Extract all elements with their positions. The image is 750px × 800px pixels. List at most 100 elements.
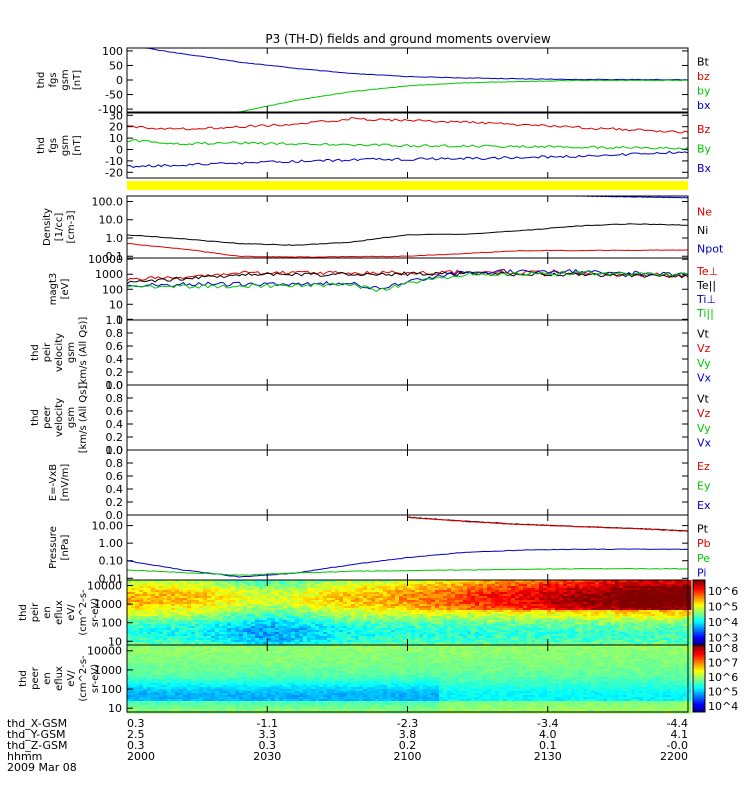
heatmap-cell xyxy=(651,636,656,639)
heatmap-cell xyxy=(159,638,164,641)
heatmap-cell xyxy=(495,592,500,595)
heatmap-cell xyxy=(383,602,388,605)
heatmap-cell xyxy=(287,606,292,609)
heatmap-cell xyxy=(215,618,220,621)
heatmap-cell xyxy=(435,630,440,633)
heatmap-cell xyxy=(479,596,484,599)
heatmap-cell xyxy=(387,622,392,625)
heatmap-cell xyxy=(635,602,640,605)
heatmap-cell xyxy=(567,586,572,589)
heatmap-cell xyxy=(187,628,192,631)
heatmap-cell xyxy=(543,604,548,607)
heatmap-cell xyxy=(131,620,136,623)
heatmap-cell xyxy=(655,594,660,597)
heatmap-cell xyxy=(131,604,136,607)
heatmap-cell xyxy=(535,600,540,603)
heatmap-cell xyxy=(687,590,692,593)
heatmap-cell xyxy=(243,622,248,625)
heatmap-cell xyxy=(435,612,440,615)
heatmap-cell xyxy=(203,588,208,591)
heatmap-cell xyxy=(327,616,332,619)
heatmap-cell xyxy=(487,620,492,623)
heatmap-cell xyxy=(575,624,580,627)
heatmap-cell xyxy=(335,622,340,625)
heatmap-cell xyxy=(175,642,180,645)
heatmap-cell xyxy=(203,614,208,617)
heatmap-cell xyxy=(615,640,620,643)
heatmap-cell xyxy=(579,630,584,633)
heatmap-cell xyxy=(275,626,280,629)
heatmap-cell xyxy=(175,596,180,599)
heatmap-cell xyxy=(427,624,432,627)
heatmap-cell xyxy=(327,588,332,591)
heatmap-cell xyxy=(487,588,492,591)
heatmap-cell xyxy=(259,610,264,613)
heatmap-cell xyxy=(471,608,476,611)
heatmap-cell xyxy=(247,624,252,627)
heatmap-cell xyxy=(611,594,616,597)
heatmap-cell xyxy=(675,634,680,637)
heatmap-cell xyxy=(403,584,408,587)
heatmap-cell xyxy=(171,626,176,629)
heatmap-cell xyxy=(139,642,144,645)
heatmap-cell xyxy=(207,624,212,627)
heatmap-cell xyxy=(359,612,364,615)
heatmap-cell xyxy=(335,636,340,639)
panel-6: thd peer velocity gsm [km/s (All Qs)] 1.00.80… xyxy=(30,379,712,457)
heatmap-cell xyxy=(395,642,400,645)
heatmap-cell xyxy=(155,622,160,625)
heatmap-cell xyxy=(167,598,172,601)
heatmap-cell xyxy=(459,638,464,641)
heatmap-cell xyxy=(683,598,688,601)
heatmap-cell xyxy=(547,640,552,643)
heatmap-cell xyxy=(375,642,380,645)
heatmap-cell xyxy=(383,626,388,629)
heatmap-cell xyxy=(439,584,444,587)
heatmap-cell xyxy=(599,642,604,645)
heatmap-cell xyxy=(227,580,232,583)
heatmap-cell xyxy=(379,602,384,605)
heatmap-cell xyxy=(143,630,148,633)
heatmap-cell xyxy=(435,584,440,587)
heatmap-cell xyxy=(423,614,428,617)
heatmap-cell xyxy=(367,610,372,613)
heatmap-cell xyxy=(619,594,624,597)
heatmap-cell xyxy=(319,642,324,645)
heatmap-cell xyxy=(511,596,516,599)
heatmap-cell xyxy=(439,626,444,629)
heatmap-cell xyxy=(351,580,356,583)
heatmap-cell xyxy=(515,638,520,641)
heatmap-cell xyxy=(499,636,504,639)
heatmap-cell xyxy=(171,642,176,645)
heatmap-cell xyxy=(463,618,468,621)
heatmap-cell xyxy=(435,628,440,631)
heatmap-cell xyxy=(583,620,588,623)
heatmap-cell xyxy=(463,622,468,625)
heatmap-cell xyxy=(435,600,440,603)
heatmap-cell xyxy=(387,584,392,587)
heatmap-cell xyxy=(539,588,544,591)
heatmap-cell xyxy=(183,600,188,603)
heatmap-cell xyxy=(483,590,488,593)
heatmap-cell xyxy=(643,642,648,645)
heatmap-cell xyxy=(551,608,556,611)
heatmap-cell xyxy=(415,640,420,643)
heatmap-cell xyxy=(355,628,360,631)
heatmap-cell xyxy=(491,642,496,645)
heatmap-cell xyxy=(475,616,480,619)
heatmap-cell xyxy=(643,610,648,613)
heatmap-cell xyxy=(175,592,180,595)
heatmap-cell xyxy=(259,636,264,639)
heatmap-cell xyxy=(583,602,588,605)
heatmap-cell xyxy=(295,582,300,585)
heatmap-cell xyxy=(259,640,264,643)
heatmap-cell xyxy=(555,580,560,583)
heatmap-cell xyxy=(407,624,412,627)
heatmap-cell xyxy=(303,612,308,615)
heatmap-cell xyxy=(535,608,540,611)
heatmap-cell xyxy=(271,604,276,607)
heatmap-cell xyxy=(191,628,196,631)
heatmap-cell xyxy=(531,604,536,607)
heatmap-cell xyxy=(363,602,368,605)
